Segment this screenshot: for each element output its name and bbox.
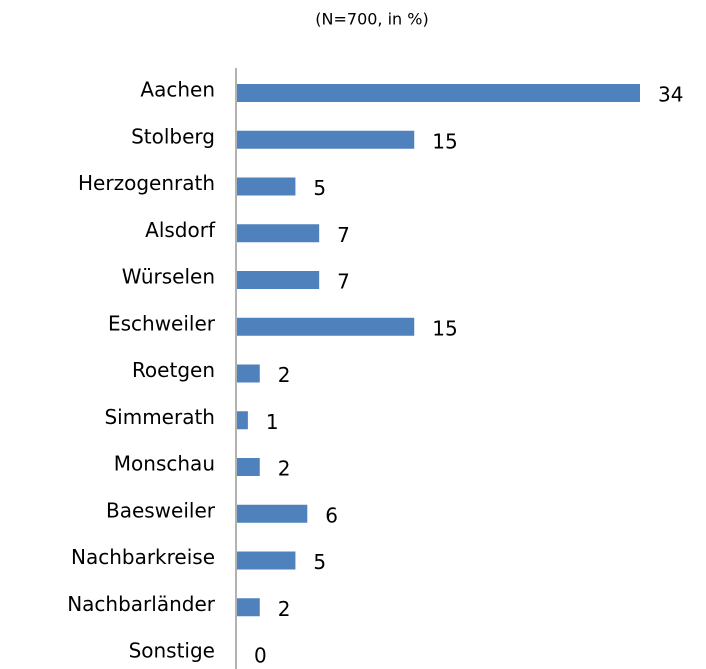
bar <box>237 551 296 570</box>
bar <box>237 224 320 243</box>
value-label: 0 <box>254 644 267 668</box>
category-label: Nachbarländer <box>67 592 216 616</box>
value-label: 1 <box>266 410 279 434</box>
bar <box>237 317 415 336</box>
value-label: 7 <box>337 270 350 294</box>
bar <box>237 84 640 102</box>
category-label: Simmerath <box>104 405 215 429</box>
bar <box>237 504 308 523</box>
value-label: 15 <box>432 316 457 340</box>
category-label: Roetgen <box>132 358 215 382</box>
bar <box>237 271 320 289</box>
category-label: Stolberg <box>131 124 215 148</box>
bar <box>237 177 296 196</box>
category-label: Nachbarkreise <box>71 545 215 569</box>
category-label: Aachen <box>140 78 215 102</box>
value-label: 2 <box>278 597 291 621</box>
category-label: Baesweiler <box>106 498 216 522</box>
value-label: 15 <box>432 129 457 153</box>
value-label: 7 <box>337 223 350 247</box>
chart-subtitle: (N=700, in %) <box>315 10 428 29</box>
bar <box>237 364 260 383</box>
category-label: Eschweiler <box>108 311 216 335</box>
category-label: Würselen <box>122 265 215 289</box>
bar <box>237 598 260 617</box>
bar <box>237 411 248 430</box>
category-label: Alsdorf <box>145 218 216 242</box>
category-label: Herzogenrath <box>78 171 215 195</box>
bar <box>237 458 260 476</box>
category-label: Sonstige <box>129 639 215 663</box>
value-label: 5 <box>313 176 326 200</box>
category-label: Monschau <box>114 452 215 476</box>
value-label: 2 <box>278 457 291 481</box>
value-label: 2 <box>278 363 291 387</box>
bar <box>237 130 415 149</box>
value-label: 5 <box>313 550 326 574</box>
value-label: 6 <box>325 503 338 527</box>
value-label: 34 <box>658 83 683 107</box>
